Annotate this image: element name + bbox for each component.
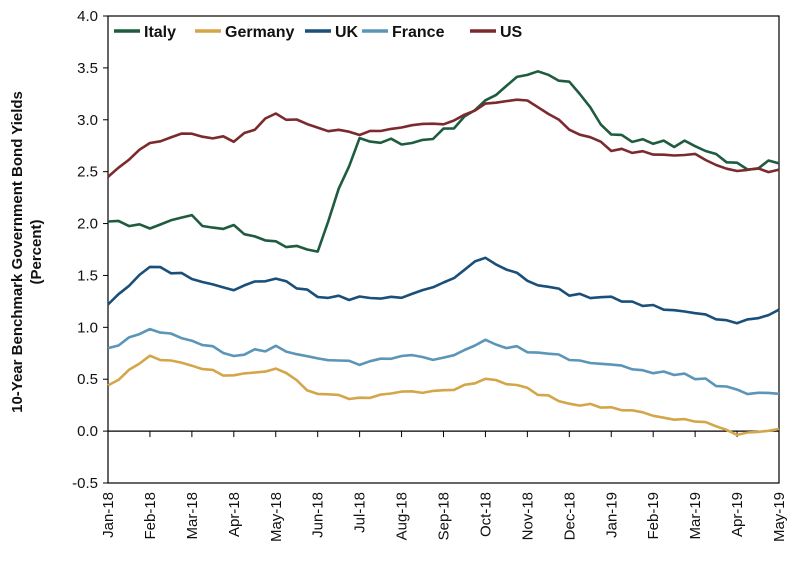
legend-label-us: US [500,24,523,41]
y-tick-label: 2.0 [77,216,98,233]
x-tick-label: Jan-18 [100,492,117,538]
x-tick-label: May-19 [771,492,788,542]
x-tick-label: Nov-18 [519,492,536,540]
series-layer [107,70,780,437]
series-line-france [107,327,780,396]
x-tick-label: Feb-19 [645,492,662,540]
x-tick-label: Mar-18 [184,492,201,540]
series-line-us [107,98,780,178]
y-axis-title-group: 10-Year Benchmark Government Bond Yields… [9,91,45,413]
y-tick-label: -0.5 [72,475,98,492]
x-tick-label: May-18 [268,492,285,542]
legend-label-uk: UK [335,24,359,41]
x-tick-label: Jan-19 [603,492,620,538]
legend-label-france: France [392,24,445,41]
x-tick-label: Apr-19 [729,492,746,537]
x-tick-label: Apr-18 [226,492,243,537]
series-line-uk [107,256,780,325]
y-tick-label: 3.0 [77,112,98,129]
x-tick-label: Oct-18 [477,492,494,537]
x-tick-label: Feb-18 [142,492,159,540]
y-tick-label: 2.5 [77,164,98,181]
series-line-italy [107,70,780,253]
legend-label-italy: Italy [144,24,176,41]
x-tick-label: Jun-18 [310,492,327,538]
y-tick-label: 0.5 [77,371,98,388]
y-axis-title-units: (Percent) [28,219,45,284]
plot-frame [107,15,780,484]
legend-label-germany: Germany [225,24,294,41]
y-tick-label: 1.0 [77,319,98,336]
x-tick-label: Sep-18 [436,492,453,540]
x-tick-label: Jul-18 [352,492,369,533]
y-tick-label: 4.0 [77,8,98,25]
series-line-germany [107,354,780,437]
legend: Italy Germany UK France US [114,24,523,41]
y-tick-label: 3.5 [77,60,98,77]
y-tick-label: 0.0 [77,423,98,440]
y-tick-label: 1.5 [77,267,98,284]
x-tick-label: Mar-19 [687,492,704,540]
y-axis-title: 10-Year Benchmark Government Bond Yields [9,91,26,413]
x-tick-label: Aug-18 [394,492,411,540]
x-tick-label: Dec-18 [561,492,578,540]
